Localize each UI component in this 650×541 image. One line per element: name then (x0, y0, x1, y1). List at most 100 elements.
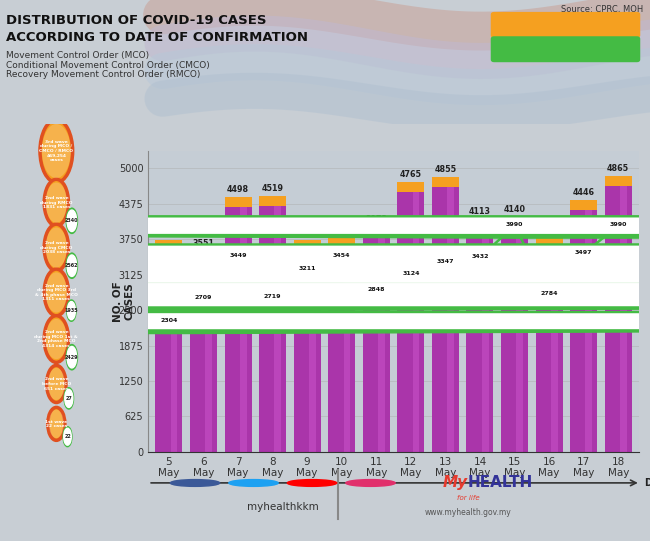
Bar (309, 240, 316, 452)
Bar (397, 182, 424, 192)
Circle shape (0, 246, 650, 261)
Text: for life: for life (457, 495, 479, 501)
Text: 1935: 1935 (64, 308, 78, 313)
Text: Source: CPRC, MOH: Source: CPRC, MOH (561, 5, 644, 15)
Bar (604, 176, 632, 452)
Circle shape (0, 291, 650, 306)
Circle shape (287, 479, 337, 486)
Circle shape (0, 288, 650, 308)
Bar (363, 227, 390, 452)
Polygon shape (0, 301, 650, 311)
Text: 3432: 3432 (471, 254, 489, 259)
Circle shape (0, 246, 650, 266)
Bar (344, 236, 350, 452)
Circle shape (0, 291, 650, 305)
Circle shape (0, 244, 650, 263)
Bar (205, 250, 212, 452)
Bar (294, 240, 320, 452)
Ellipse shape (40, 120, 73, 182)
Circle shape (67, 300, 76, 321)
Ellipse shape (46, 182, 67, 223)
Text: 2340: 2340 (65, 218, 79, 223)
Bar (570, 200, 597, 210)
Bar (551, 237, 558, 452)
Circle shape (66, 253, 77, 278)
Polygon shape (0, 294, 650, 303)
Polygon shape (0, 301, 650, 310)
Ellipse shape (44, 179, 68, 226)
Text: 3744: 3744 (158, 228, 180, 237)
Circle shape (0, 312, 650, 331)
Ellipse shape (46, 319, 67, 359)
Text: Movement Control Order (MCO): Movement Control Order (MCO) (6, 51, 150, 61)
Polygon shape (0, 325, 650, 334)
Circle shape (0, 219, 650, 233)
Circle shape (0, 287, 650, 301)
Y-axis label: NO. OF
CASES: NO. OF CASES (113, 281, 135, 322)
Text: 3497: 3497 (575, 250, 592, 255)
Text: 4446: 4446 (573, 188, 595, 197)
Text: 2784: 2784 (540, 291, 558, 295)
Text: 2719: 2719 (264, 294, 281, 299)
Circle shape (64, 428, 72, 445)
Bar (240, 197, 246, 452)
Text: 3211: 3211 (298, 267, 316, 272)
Bar (467, 219, 493, 229)
Text: 3780: 3780 (538, 226, 560, 235)
Text: 2304: 2304 (161, 318, 177, 323)
Text: 2nd wave
during MCO 1st &
2nd phase MCO
4314 cases: 2nd wave during MCO 1st & 2nd phase MCO … (34, 330, 78, 348)
Bar (467, 219, 493, 452)
Circle shape (65, 390, 73, 407)
Circle shape (170, 479, 220, 486)
Text: 2429: 2429 (65, 355, 79, 360)
Bar (274, 196, 281, 452)
Circle shape (0, 314, 650, 328)
Circle shape (0, 283, 650, 298)
Text: HEALTH: HEALTH (468, 476, 533, 491)
Bar (447, 177, 454, 452)
Text: 4865: 4865 (607, 164, 629, 173)
Polygon shape (0, 229, 650, 238)
Bar (536, 237, 562, 248)
Circle shape (0, 216, 650, 235)
Bar (604, 176, 632, 186)
Bar (620, 176, 627, 452)
Text: 2709: 2709 (195, 295, 212, 300)
Bar (225, 197, 252, 207)
Bar (155, 240, 183, 250)
Ellipse shape (49, 410, 64, 438)
Circle shape (0, 262, 650, 277)
Text: 3rd wave
during MCO /
CMCO / RMCO
469,254
cases: 3rd wave during MCO / CMCO / RMCO 469,25… (39, 140, 73, 162)
Circle shape (0, 250, 650, 265)
Text: DATE: DATE (644, 478, 650, 488)
Circle shape (0, 281, 650, 300)
Circle shape (0, 253, 650, 272)
Text: 3449: 3449 (229, 253, 247, 258)
Polygon shape (0, 229, 650, 238)
Text: Conditional Movement Control Order (CMCO): Conditional Movement Control Order (CMCO… (6, 61, 210, 70)
Ellipse shape (48, 368, 65, 400)
Ellipse shape (47, 365, 66, 403)
Bar (259, 196, 286, 206)
Circle shape (0, 248, 650, 267)
Text: 3347: 3347 (437, 259, 454, 264)
Circle shape (0, 267, 650, 282)
Circle shape (67, 255, 77, 276)
Text: 4498: 4498 (227, 185, 249, 194)
Text: 2nd wave
during RMCO
1831 cases: 2nd wave during RMCO 1831 cases (40, 196, 73, 209)
Circle shape (0, 265, 650, 285)
Circle shape (0, 249, 650, 263)
Ellipse shape (42, 124, 71, 178)
Text: 3124: 3124 (402, 272, 420, 276)
Bar (482, 219, 489, 452)
Text: 2562: 2562 (65, 263, 79, 268)
Bar (536, 237, 562, 452)
Bar (259, 196, 286, 452)
Circle shape (68, 301, 75, 320)
Bar (586, 200, 592, 452)
Bar (328, 236, 355, 246)
Circle shape (67, 210, 77, 232)
Polygon shape (0, 259, 650, 268)
Text: 3454: 3454 (333, 253, 350, 258)
Circle shape (67, 346, 77, 368)
